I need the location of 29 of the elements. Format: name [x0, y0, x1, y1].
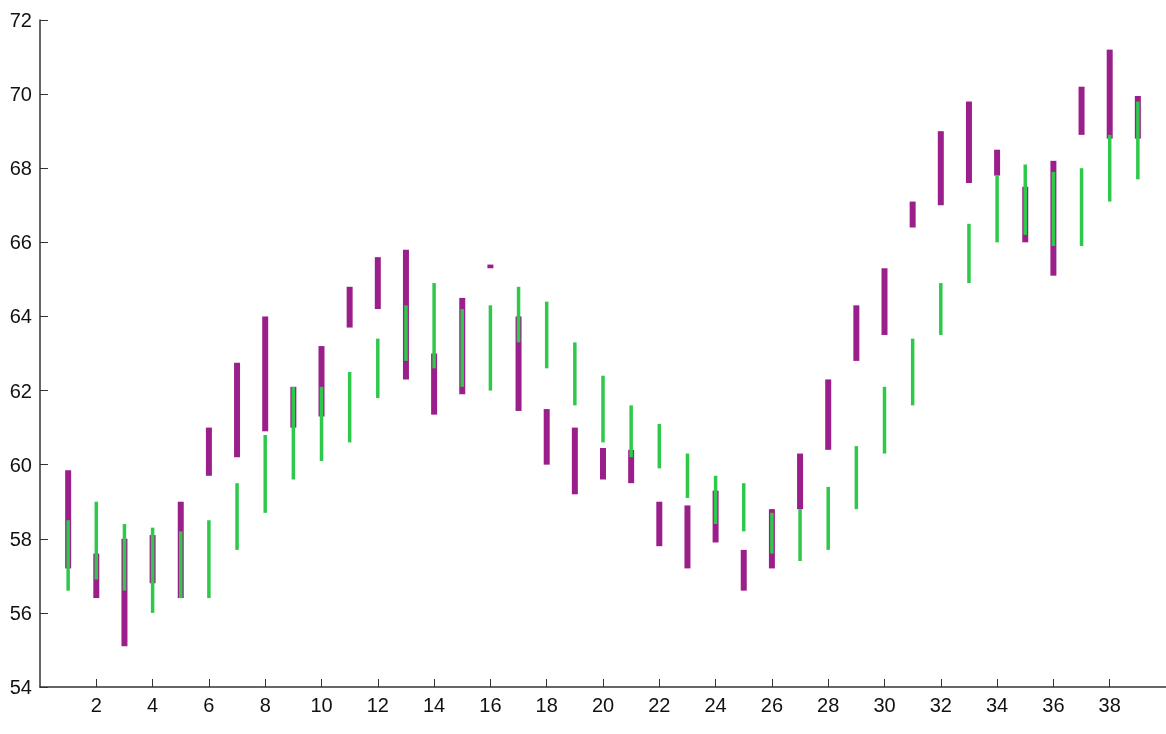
x-tick-label: 6 — [203, 694, 215, 716]
x-tick-label: 28 — [817, 694, 840, 716]
x-tick-label: 4 — [147, 694, 159, 716]
y-tick-label: 64 — [9, 305, 32, 328]
x-tick-label: 22 — [648, 694, 671, 716]
y-tick-label: 72 — [9, 9, 32, 31]
x-tick-label: 12 — [366, 694, 389, 716]
y-tick-label: 62 — [9, 379, 32, 402]
y-tick-label: 66 — [9, 231, 32, 254]
x-tick-label: 20 — [591, 694, 615, 716]
y-tick-label: 60 — [9, 453, 32, 476]
x-tick-label: 34 — [985, 694, 1009, 716]
x-tick-label: 36 — [1042, 694, 1065, 716]
y-tick-label: 54 — [9, 676, 32, 698]
x-tick-label: 14 — [422, 694, 446, 716]
x-tick-label: 30 — [873, 694, 896, 716]
y-tick-label: 70 — [9, 83, 32, 106]
x-tick-label: 38 — [1098, 694, 1121, 716]
x-tick-label: 18 — [535, 694, 558, 716]
y-tick-label: 58 — [9, 527, 32, 550]
x-tick-label: 2 — [90, 694, 102, 716]
x-tick-label: 8 — [259, 694, 271, 716]
y-tick-label: 68 — [9, 157, 32, 180]
x-tick-label: 32 — [929, 694, 952, 716]
x-tick-label: 10 — [310, 694, 333, 716]
x-tick-label: 24 — [704, 694, 727, 716]
x-tick-label: 26 — [760, 694, 784, 716]
x-tick-label: 16 — [479, 694, 502, 716]
y-tick-label: 56 — [9, 601, 32, 624]
